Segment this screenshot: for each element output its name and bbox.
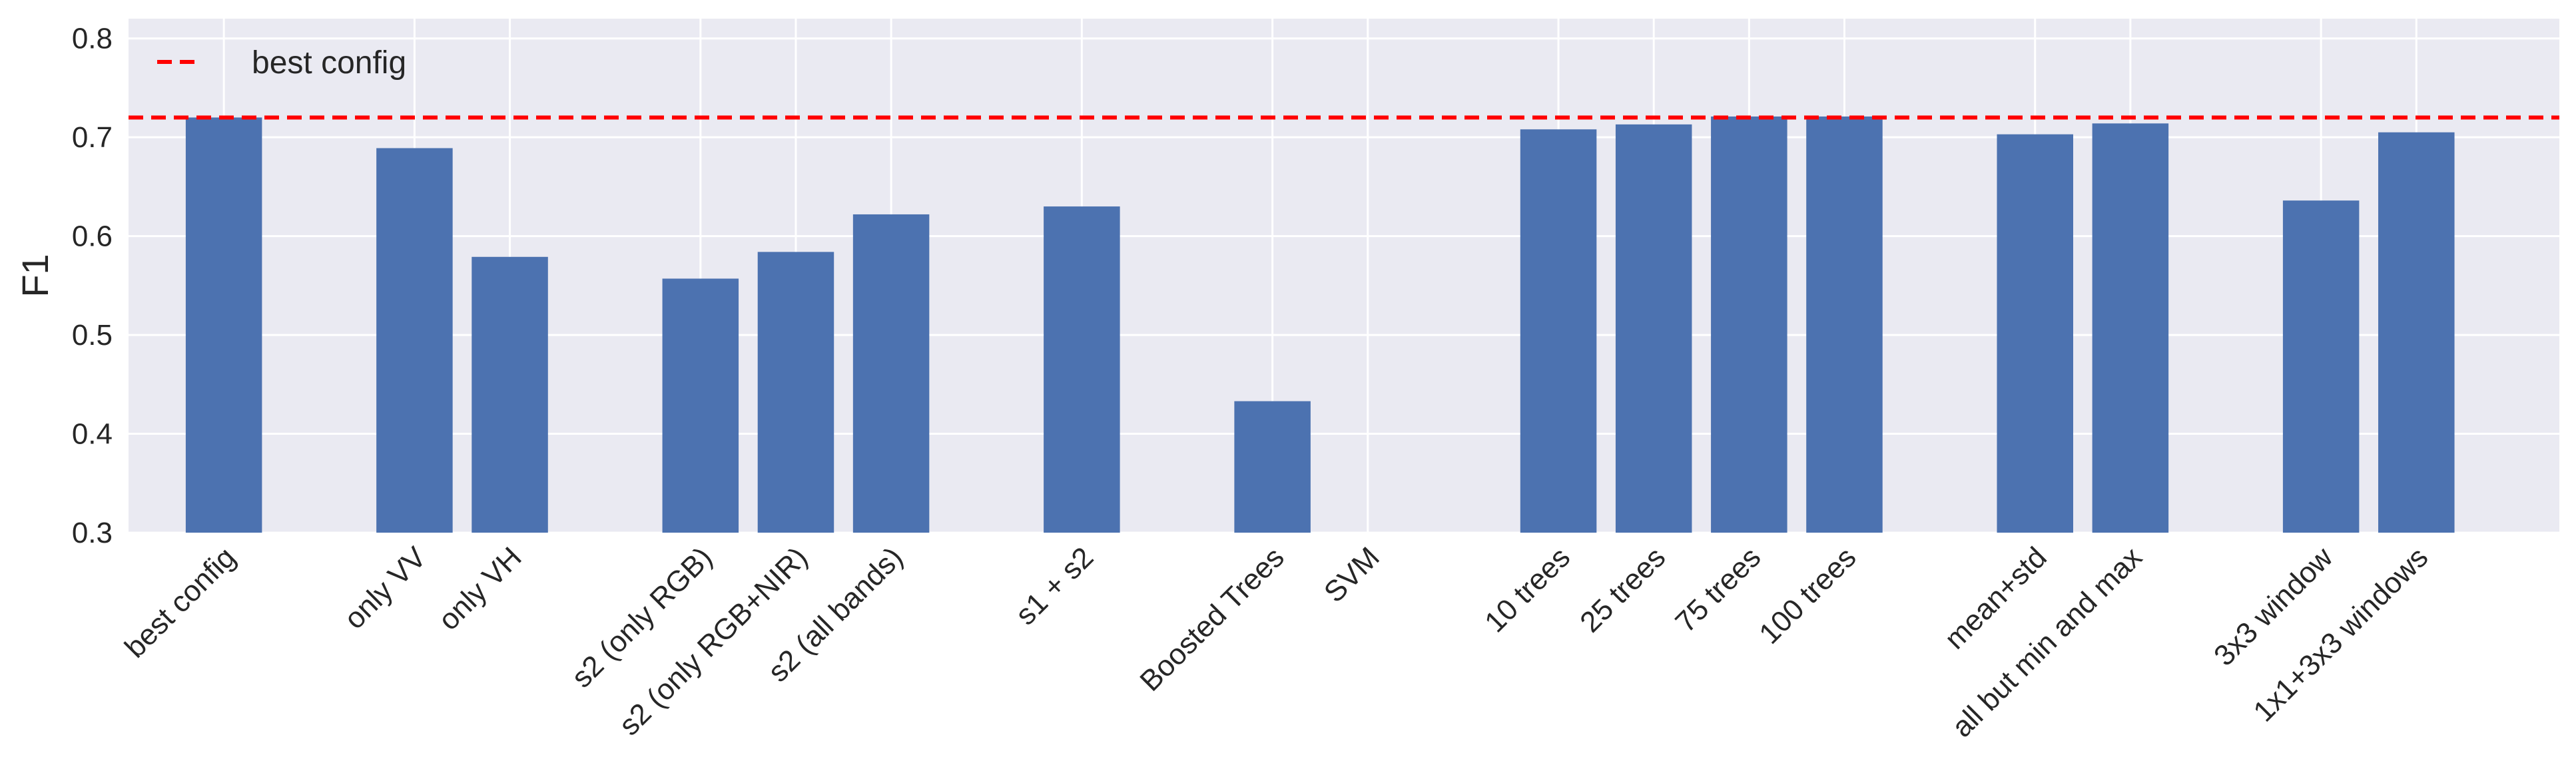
bar <box>1234 401 1311 533</box>
y-axis-label: F1 <box>14 254 56 297</box>
bar <box>852 214 930 533</box>
bar <box>2092 123 2169 533</box>
bar <box>662 278 739 533</box>
x-tick-label: best config <box>119 541 242 664</box>
legend-label: best config <box>252 45 406 81</box>
x-tick-label: Boosted Trees <box>1133 541 1290 697</box>
bar <box>1806 116 1883 533</box>
bar <box>757 252 834 533</box>
y-tick-labels: 0.3 0.4 0.5 0.6 0.7 0.8 <box>72 23 113 549</box>
x-tick-label: s2 (only RGB+NIR) <box>613 541 814 742</box>
x-tick-label: 25 trees <box>1574 541 1672 639</box>
y-tick-label: 0.5 <box>72 319 113 352</box>
x-tick-label: only VV <box>338 541 433 635</box>
bar <box>1997 134 2073 533</box>
bar <box>185 117 262 533</box>
x-tick-label: 75 trees <box>1669 541 1767 639</box>
y-tick-label: 0.6 <box>72 220 113 253</box>
x-tick-label: only VH <box>432 541 528 637</box>
legend: best config <box>157 45 406 81</box>
x-tick-label: 1x1+3x3 windows <box>2247 541 2434 728</box>
x-tick-label: 100 trees <box>1753 541 1862 650</box>
x-tick-label: s1 + s2 <box>1010 541 1100 631</box>
bar <box>1615 124 1692 533</box>
bars <box>185 116 2455 533</box>
x-tick-labels: best config only VV only VH s2 (only RGB)s2… <box>119 541 2434 744</box>
bar <box>2282 200 2360 533</box>
bar <box>1711 116 1787 533</box>
bar <box>2378 132 2455 533</box>
bar <box>1044 206 1120 533</box>
y-tick-label: 0.3 <box>72 517 113 549</box>
bar <box>1520 129 1597 533</box>
x-tick-label: all but min and max <box>1946 541 2148 743</box>
y-tick-label: 0.8 <box>72 23 113 55</box>
y-tick-label: 0.7 <box>72 121 113 154</box>
bar <box>472 256 548 533</box>
bar <box>376 148 453 533</box>
y-tick-label: 0.4 <box>72 418 113 451</box>
x-tick-label: SVM <box>1318 541 1386 609</box>
x-tick-label: 10 trees <box>1478 541 1576 639</box>
